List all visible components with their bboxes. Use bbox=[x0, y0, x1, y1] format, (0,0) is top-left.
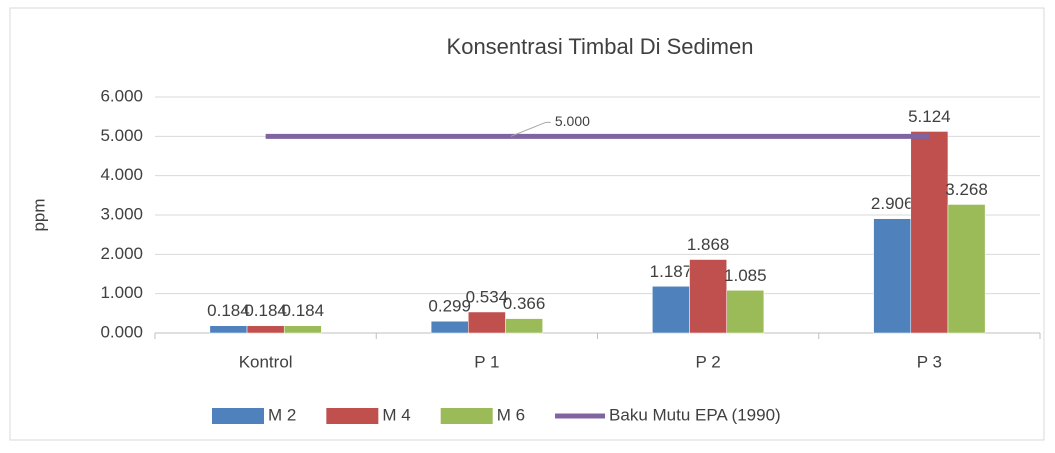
legend-swatch bbox=[326, 408, 379, 424]
data-label: 1.868 bbox=[687, 235, 730, 254]
y-tick-label: 1.000 bbox=[100, 283, 143, 302]
bar bbox=[910, 131, 949, 334]
bar bbox=[947, 204, 986, 334]
chart-border bbox=[9, 7, 1045, 441]
legend-swatch bbox=[440, 408, 493, 424]
y-tick-label: 6.000 bbox=[100, 86, 143, 105]
x-tick-label: Kontrol bbox=[239, 352, 293, 371]
x-tick-label: P 3 bbox=[917, 352, 942, 371]
bar bbox=[209, 325, 248, 334]
bar bbox=[873, 218, 912, 334]
data-label: 1.187 bbox=[650, 262, 693, 281]
bar bbox=[430, 320, 469, 334]
data-label: 3.268 bbox=[945, 180, 988, 199]
data-label: 1.085 bbox=[724, 266, 767, 285]
data-label: 5.124 bbox=[908, 107, 951, 126]
chart-title: Konsentrasi Timbal Di Sedimen bbox=[447, 34, 754, 59]
y-tick-label: 3.000 bbox=[100, 204, 143, 223]
data-label: 0.299 bbox=[428, 297, 471, 316]
callout bbox=[510, 121, 551, 137]
legend-label: M 4 bbox=[382, 405, 410, 424]
bar bbox=[468, 311, 506, 334]
data-label: 2.906 bbox=[871, 194, 914, 213]
bar bbox=[652, 286, 690, 334]
legend-label: M 6 bbox=[497, 405, 525, 424]
data-label: 0.534 bbox=[466, 287, 509, 306]
legend-label: Baku Mutu EPA (1990) bbox=[609, 405, 781, 424]
legend-swatch bbox=[212, 408, 264, 424]
data-label: 0.184 bbox=[207, 301, 250, 320]
y-tick-label: 4.000 bbox=[100, 165, 143, 184]
x-tick-label: P 1 bbox=[474, 352, 499, 371]
data-label: 0.184 bbox=[282, 301, 325, 320]
y-tick-label: 0.000 bbox=[100, 322, 143, 341]
data-label: 0.366 bbox=[503, 294, 546, 313]
x-tick-label: P 2 bbox=[696, 352, 721, 371]
legend-label: M 2 bbox=[268, 405, 296, 424]
bar bbox=[726, 290, 765, 334]
y-tick-label: 2.000 bbox=[100, 244, 143, 263]
bar bbox=[246, 325, 285, 334]
y-tick-label: 5.000 bbox=[100, 126, 143, 145]
data-label: 5.000 bbox=[555, 113, 590, 129]
data-label: 0.184 bbox=[244, 301, 287, 320]
bar bbox=[689, 259, 727, 334]
bar bbox=[505, 318, 543, 334]
y-axis-label: ppm bbox=[29, 198, 48, 231]
bar bbox=[283, 325, 322, 334]
